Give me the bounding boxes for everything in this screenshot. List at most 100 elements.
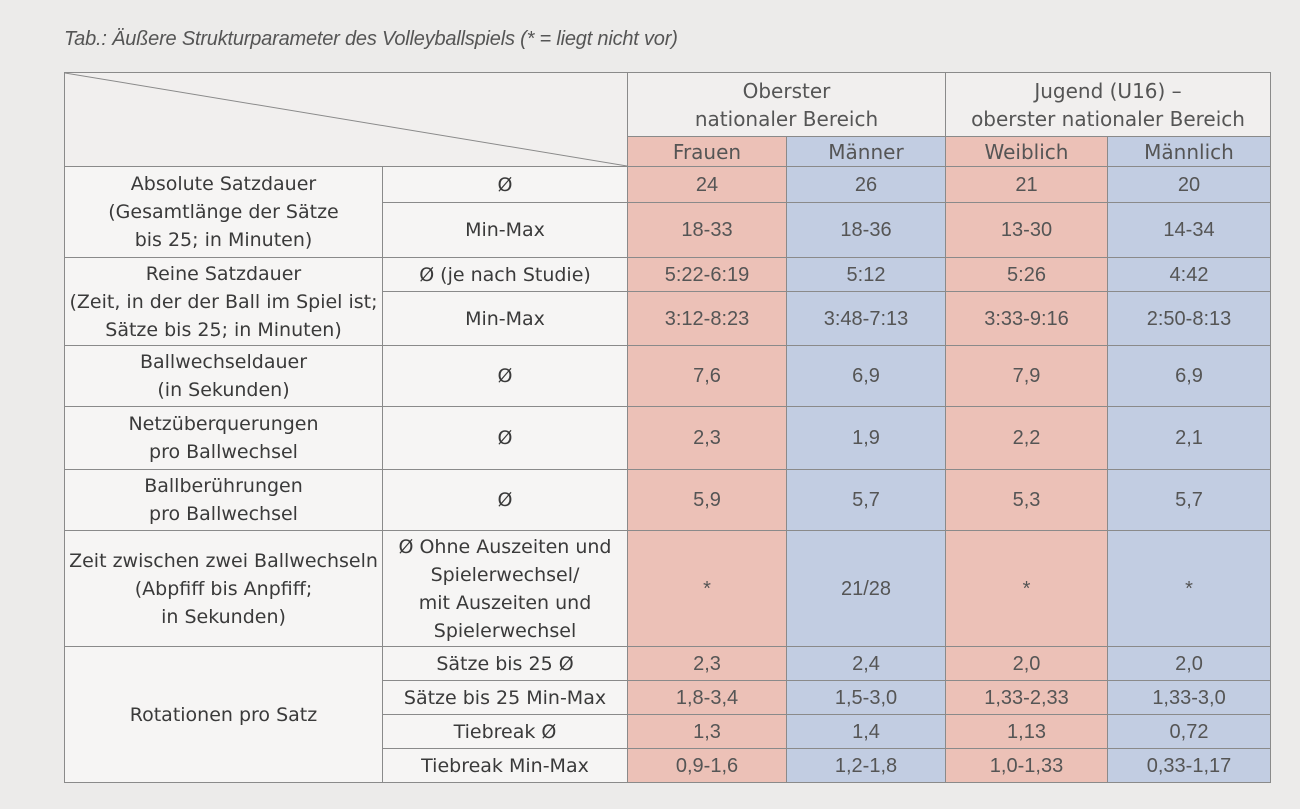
value-cell-frauen: * (627, 530, 787, 647)
row-label-cell: Absolute Satzdauer (Gesamtlänge der Sätze… (64, 166, 383, 258)
statistic-cell: Ø (je nach Studie) (382, 257, 628, 292)
table-row: Zeit zwischen zwei Ballwechseln (Abpfiff … (64, 530, 1272, 647)
statistic-line: Ø (je nach Studie) (419, 263, 591, 286)
table-row: Tiebreak Min-Max 0,9-1,6 1,2-1,8 1,0-1,33 0,… (65, 748, 1272, 783)
row-label-line: bis 25; in Minuten) (134, 229, 313, 251)
statistic-line: Ø Ohne Auszeiten und (398, 535, 612, 558)
value-cell-maennlich: 5,7 (1106, 469, 1272, 531)
statistic-line: Ø (497, 173, 513, 196)
statistic-cell: Ø (382, 469, 628, 531)
table-row: Netzüberquerungen pro Ballwechsel Ø 2,3 1,9 2… (64, 406, 1272, 470)
value-cell-frauen: 5,9 (627, 469, 787, 531)
value-cell-weiblich: 3:33-9:16 (945, 291, 1108, 346)
value-cell-weiblich: 5:26 (945, 257, 1108, 292)
row-label-line: (Abpfiff bis Anpfiff; (134, 577, 313, 600)
value-cell-maennlich: * (1106, 530, 1272, 647)
table-row: Tiebreak Ø 1,3 1,4 1,13 0,72 (65, 714, 1272, 749)
row-label-line: (Gesamtlänge der Sätze (108, 201, 339, 223)
value-cell-maennlich: 0,33-1,17 (1106, 748, 1272, 783)
value-cell-maenner: 26 (786, 166, 946, 203)
column-header-frauen: Frauen (627, 136, 787, 167)
value-cell-frauen: 1,8-3,4 (627, 680, 787, 715)
row-label-cell: Zeit zwischen zwei Ballwechseln (Abpfiff … (64, 530, 383, 647)
table-caption: Tab.: Äußere Strukturparameter des Volle… (64, 28, 678, 50)
row-label-line: Sätze bis 25; in Minuten) (105, 318, 342, 341)
statistic-line: Ø (497, 489, 513, 511)
row-label-line: Reine Satzdauer (145, 262, 302, 285)
row-label-cell: Ballwechseldauer (in Sekunden) (64, 345, 383, 407)
header-group-youth-line2: oberster nationaler Bereich (971, 106, 1245, 131)
value-cell-frauen: 7,6 (627, 345, 787, 407)
statistic-line: Spielerwechsel (433, 619, 577, 642)
statistic-cell: Min-Max (382, 291, 628, 346)
statistic-cell: Ø Ohne Auszeiten und Spielerwechsel/mit A… (382, 530, 628, 647)
value-cell-weiblich: 1,13 (945, 714, 1108, 749)
value-cell-frauen: 1,3 (627, 714, 787, 749)
value-cell-weiblich: * (945, 530, 1108, 647)
value-cell-maennlich: 4:42 (1106, 257, 1272, 292)
row-label-line: in Sekunden) (161, 605, 286, 628)
value-cell-weiblich: 2,0 (945, 646, 1108, 681)
value-cell-maenner: 6,9 (786, 345, 946, 407)
table-row: Ballberührungen pro Ballwechsel Ø 5,9 5,7 5,3… (64, 469, 1272, 531)
value-cell-frauen: 24 (627, 166, 787, 203)
value-cell-maenner: 5:12 (786, 257, 946, 292)
statistic-line: Sätze bis 25 Ø (436, 652, 574, 675)
value-cell-maenner: 1,9 (786, 406, 946, 470)
row-label-cell: Ballberührungen pro Ballwechsel (64, 469, 383, 531)
row-label-line: Absolute Satzdauer (130, 173, 317, 195)
statistic-cell: Ø (382, 406, 628, 470)
statistic-cell: Min-Max (382, 202, 628, 258)
column-header-maennlich: Männlich (1106, 136, 1272, 167)
value-cell-maennlich: 1,33-3,0 (1106, 680, 1272, 715)
table-row: Min-Max 3:12-8:23 3:48-7:13 3:33-9:16 2:50-8… (65, 291, 1272, 346)
statistic-line: mit Auszeiten und (418, 591, 592, 614)
header-group-national-line1: Oberster (742, 78, 831, 103)
structure-parameters-table: Oberster nationaler Bereich Jugend (U16)… (64, 72, 1272, 783)
statistic-cell: Sätze bis 25 Min-Max (382, 680, 628, 715)
statistic-line: Tiebreak Ø (453, 720, 557, 743)
value-cell-maenner: 1,5-3,0 (786, 680, 946, 715)
value-cell-weiblich: 1,0-1,33 (945, 748, 1108, 783)
value-cell-maenner: 1,2-1,8 (786, 748, 946, 783)
row-label-cell: Netzüberquerungen pro Ballwechsel (64, 406, 383, 470)
corner-header-cell (64, 72, 628, 167)
value-cell-frauen: 0,9-1,6 (627, 748, 787, 783)
statistic-line: Ø (497, 427, 513, 449)
value-cell-frauen: 2,3 (627, 646, 787, 681)
value-cell-weiblich: 5,3 (945, 469, 1108, 531)
value-cell-maennlich: 0,72 (1106, 714, 1272, 749)
value-cell-maenner: 21/28 (786, 530, 946, 647)
statistic-line: Ø (497, 365, 513, 387)
row-label-line: Rotationen pro Satz (129, 703, 318, 726)
row-label-cell: Rotationen pro Satz (64, 646, 383, 783)
statistic-cell: Sätze bis 25 Ø (382, 646, 628, 681)
value-cell-maennlich: 2:50-8:13 (1106, 291, 1272, 346)
diagonal-divider (65, 73, 627, 166)
row-label-cell: Reine Satzdauer (Zeit, in der der Ball im… (64, 257, 383, 346)
header-group-youth-line1: Jugend (U16) – (1034, 78, 1182, 103)
statistic-cell: Ø (382, 166, 628, 203)
table-row: Min-Max 18-33 18-36 13-30 14-34 (65, 202, 1272, 258)
value-cell-frauen: 18-33 (627, 202, 787, 258)
row-label-line: Zeit zwischen zwei Ballwechseln (69, 549, 378, 572)
value-cell-maennlich: 6,9 (1106, 345, 1272, 407)
row-label-line: pro Ballwechsel (149, 503, 298, 525)
statistic-cell: Ø (382, 345, 628, 407)
table-row: Sätze bis 25 Min-Max 1,8-3,4 1,5-3,0 1,33-2… (65, 680, 1272, 715)
statistic-line: Min-Max (465, 219, 545, 241)
header-group-youth: Jugend (U16) – oberster nationaler Berei… (944, 72, 1272, 137)
value-cell-maennlich: 2,0 (1106, 646, 1272, 681)
column-header-maenner: Männer (786, 136, 946, 167)
header-group-national-line2: nationaler Bereich (694, 106, 879, 131)
table-row: Ballwechseldauer (in Sekunden) Ø 7,6 6,9 7,9 6… (64, 345, 1272, 407)
table-row: Absolute Satzdauer (Gesamtlänge der Sätze… (64, 166, 1272, 258)
value-cell-maenner: 2,4 (786, 646, 946, 681)
value-cell-frauen: 3:12-8:23 (627, 291, 787, 346)
column-header-weiblich: Weiblich (945, 136, 1108, 167)
value-cell-weiblich: 21 (945, 166, 1108, 203)
value-cell-maenner: 18-36 (786, 202, 946, 258)
statistic-line: Spielerwechsel/ (430, 563, 580, 586)
value-cell-maenner: 3:48-7:13 (786, 291, 946, 346)
value-cell-maenner: 5,7 (786, 469, 946, 531)
